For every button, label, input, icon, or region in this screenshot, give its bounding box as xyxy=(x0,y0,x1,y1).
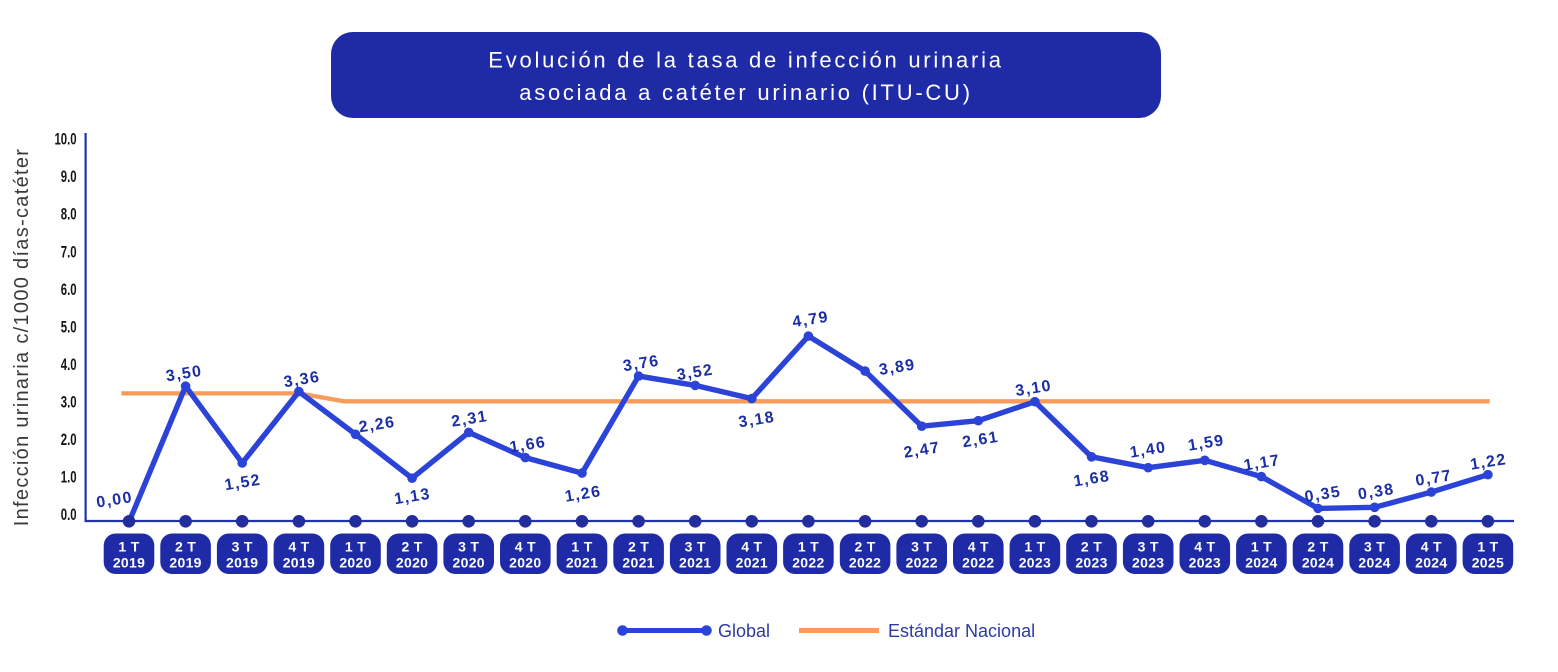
svg-text:2 T: 2 T xyxy=(1081,539,1102,555)
svg-text:asociada a catéter urinario (I: asociada a catéter urinario (ITU-CU) xyxy=(519,80,973,105)
svg-text:1.0: 1.0 xyxy=(61,469,77,488)
svg-text:2019: 2019 xyxy=(283,555,315,571)
svg-text:2024: 2024 xyxy=(1302,555,1334,571)
svg-text:2023: 2023 xyxy=(1019,555,1051,571)
svg-text:1,68: 1,68 xyxy=(1072,468,1111,491)
svg-text:2 T: 2 T xyxy=(175,539,196,555)
svg-text:2023: 2023 xyxy=(1132,555,1164,571)
svg-text:2,26: 2,26 xyxy=(358,414,397,437)
svg-text:3 T: 3 T xyxy=(911,539,932,555)
svg-text:1,26: 1,26 xyxy=(564,483,603,506)
svg-text:3 T: 3 T xyxy=(458,539,479,555)
svg-text:Infección urinaria c/1000 días: Infección urinaria c/1000 días-catéter xyxy=(11,148,33,526)
svg-text:10.0: 10.0 xyxy=(54,131,76,150)
svg-text:2019: 2019 xyxy=(226,555,258,571)
svg-text:0,35: 0,35 xyxy=(1303,483,1342,506)
svg-text:2019: 2019 xyxy=(169,555,201,571)
svg-text:5.0: 5.0 xyxy=(61,318,77,337)
svg-text:4,79: 4,79 xyxy=(791,309,830,332)
svg-text:4 T: 4 T xyxy=(288,539,309,555)
svg-text:Global: Global xyxy=(718,621,770,641)
svg-text:8.0: 8.0 xyxy=(61,206,77,225)
svg-text:0,00: 0,00 xyxy=(95,489,134,512)
svg-text:2024: 2024 xyxy=(1358,555,1390,571)
svg-text:2022: 2022 xyxy=(792,555,824,571)
svg-text:1,22: 1,22 xyxy=(1469,451,1508,474)
svg-text:3,18: 3,18 xyxy=(737,409,776,432)
svg-text:2020: 2020 xyxy=(339,555,371,571)
svg-text:3,10: 3,10 xyxy=(1014,377,1053,400)
svg-text:2 T: 2 T xyxy=(1307,539,1328,555)
svg-text:1 T: 1 T xyxy=(345,539,366,555)
svg-text:2.0: 2.0 xyxy=(61,431,77,450)
svg-text:2023: 2023 xyxy=(1075,555,1107,571)
svg-text:1 T: 1 T xyxy=(118,539,139,555)
svg-text:2023: 2023 xyxy=(1189,555,1221,571)
svg-text:2,47: 2,47 xyxy=(903,439,942,462)
svg-text:Evolución de la tasa de infecc: Evolución de la tasa de infección urinar… xyxy=(488,48,1003,73)
svg-text:2021: 2021 xyxy=(736,555,768,571)
svg-text:2 T: 2 T xyxy=(402,539,423,555)
svg-text:2024: 2024 xyxy=(1245,555,1277,571)
svg-text:4 T: 4 T xyxy=(1194,539,1215,555)
svg-text:2,61: 2,61 xyxy=(961,429,1000,452)
svg-text:3,89: 3,89 xyxy=(878,356,917,379)
svg-text:2021: 2021 xyxy=(622,555,654,571)
svg-text:2,31: 2,31 xyxy=(450,408,489,431)
svg-text:2022: 2022 xyxy=(849,555,881,571)
svg-text:2 T: 2 T xyxy=(628,539,649,555)
svg-text:9.0: 9.0 xyxy=(61,168,77,187)
svg-text:2020: 2020 xyxy=(509,555,541,571)
svg-text:3 T: 3 T xyxy=(1138,539,1159,555)
svg-text:3,36: 3,36 xyxy=(283,369,322,392)
svg-text:2025: 2025 xyxy=(1472,555,1504,571)
svg-text:4 T: 4 T xyxy=(515,539,536,555)
svg-text:3 T: 3 T xyxy=(1364,539,1385,555)
svg-text:0,38: 0,38 xyxy=(1357,481,1396,504)
svg-text:1,17: 1,17 xyxy=(1243,452,1282,475)
svg-text:7.0: 7.0 xyxy=(61,243,77,262)
svg-text:6.0: 6.0 xyxy=(61,281,77,300)
svg-text:0,77: 0,77 xyxy=(1414,467,1453,490)
svg-text:4.0: 4.0 xyxy=(61,356,77,375)
svg-text:1,59: 1,59 xyxy=(1187,432,1226,455)
svg-text:3.0: 3.0 xyxy=(61,393,77,412)
svg-text:2021: 2021 xyxy=(679,555,711,571)
svg-text:1,66: 1,66 xyxy=(508,434,547,457)
svg-text:1 T: 1 T xyxy=(1477,539,1498,555)
svg-text:Estándar Nacional: Estándar Nacional xyxy=(888,621,1035,641)
svg-text:3,52: 3,52 xyxy=(676,362,715,385)
svg-text:2021: 2021 xyxy=(566,555,598,571)
svg-text:4 T: 4 T xyxy=(968,539,989,555)
svg-text:1,52: 1,52 xyxy=(223,472,262,495)
svg-text:4 T: 4 T xyxy=(741,539,762,555)
svg-text:1,40: 1,40 xyxy=(1129,439,1168,462)
svg-text:4 T: 4 T xyxy=(1421,539,1442,555)
svg-text:2024: 2024 xyxy=(1415,555,1447,571)
svg-text:2 T: 2 T xyxy=(855,539,876,555)
svg-text:2022: 2022 xyxy=(962,555,994,571)
svg-text:3 T: 3 T xyxy=(685,539,706,555)
svg-text:3 T: 3 T xyxy=(232,539,253,555)
svg-text:1 T: 1 T xyxy=(1024,539,1045,555)
svg-text:0.0: 0.0 xyxy=(61,506,77,525)
svg-text:1 T: 1 T xyxy=(798,539,819,555)
svg-text:1 T: 1 T xyxy=(571,539,592,555)
svg-text:2020: 2020 xyxy=(396,555,428,571)
svg-text:2022: 2022 xyxy=(906,555,938,571)
svg-text:1,13: 1,13 xyxy=(393,486,432,509)
svg-text:3,76: 3,76 xyxy=(622,353,661,376)
svg-text:2020: 2020 xyxy=(453,555,485,571)
svg-text:1 T: 1 T xyxy=(1251,539,1272,555)
svg-text:3,50: 3,50 xyxy=(165,363,204,386)
svg-text:2019: 2019 xyxy=(113,555,145,571)
